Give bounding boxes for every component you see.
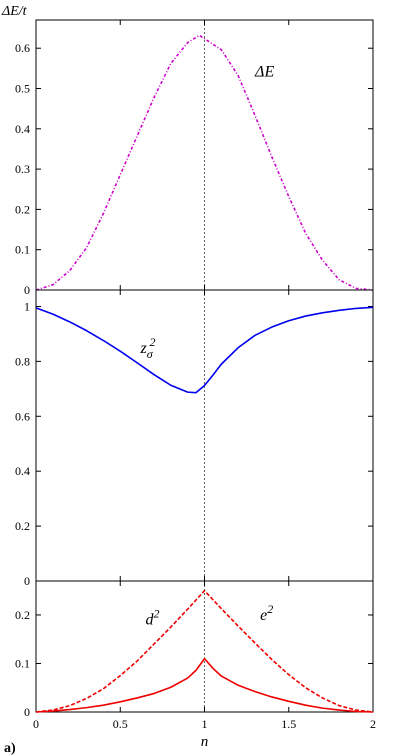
annotation-main: e	[260, 607, 267, 624]
annotation-subscript: σ	[147, 347, 154, 361]
y-tick-label: 0.6	[15, 41, 30, 55]
y-tick-label: 0.2	[15, 519, 30, 533]
y-tick-label: 0.2	[15, 608, 30, 622]
panel-top: 0 0.1 0.2 0.3 0.4 0.5 0.6 ΔE	[15, 19, 374, 297]
x-tick-label: 0.5	[113, 717, 128, 731]
x-tick-label: 0	[33, 717, 39, 731]
series-line-top-0	[35, 34, 374, 291]
y-tick-label: 0.5	[15, 82, 30, 96]
annotation-superscript: 2	[154, 607, 160, 621]
series-line-bottom-0	[35, 589, 374, 713]
y-tick-label: 0.2	[15, 202, 30, 216]
y-tick-label: 0.8	[15, 354, 30, 368]
x-tick-label: 1	[202, 717, 208, 731]
y-tick-label: 0.6	[15, 409, 30, 423]
annotation-label: zσ	[139, 340, 153, 361]
annotation-label: d2	[146, 607, 160, 629]
series-line-bottom-1	[35, 657, 374, 713]
panel-middle: 0 0.2 0.4 0.6 0.8 1 zσ2	[15, 289, 374, 588]
y-tick-label: 0.3	[15, 162, 30, 176]
y-tick-label: 0	[24, 705, 30, 719]
annotation-main: d	[146, 612, 155, 629]
annotation-superscript: 2	[149, 335, 155, 349]
annotation-label: e2	[260, 602, 273, 624]
y-tick-label: 1	[24, 299, 30, 313]
x-tick-label: 2	[370, 717, 376, 731]
x-tick-label: 1.5	[281, 717, 296, 731]
annotation-superscript: 2	[267, 602, 273, 616]
y-tick-label: 0.1	[15, 656, 30, 670]
y-tick-label: 0	[24, 574, 30, 588]
figure-panel-label: a)	[4, 741, 16, 756]
y-tick-label: 0	[24, 283, 30, 297]
series-line-middle-0	[35, 306, 374, 394]
annotation-main: z	[139, 340, 147, 357]
x-axis-label: n	[201, 734, 209, 750]
panel-bottom: 00.10.20 0.5 1 1.5 2d2 e2	[15, 580, 376, 731]
y-axis-label: ΔE/t	[1, 4, 28, 19]
annotation-label: ΔE	[254, 63, 274, 80]
y-tick-label: 0.4	[15, 122, 30, 136]
y-tick-label: 0.1	[15, 243, 30, 257]
y-tick-label: 0.4	[15, 464, 30, 478]
